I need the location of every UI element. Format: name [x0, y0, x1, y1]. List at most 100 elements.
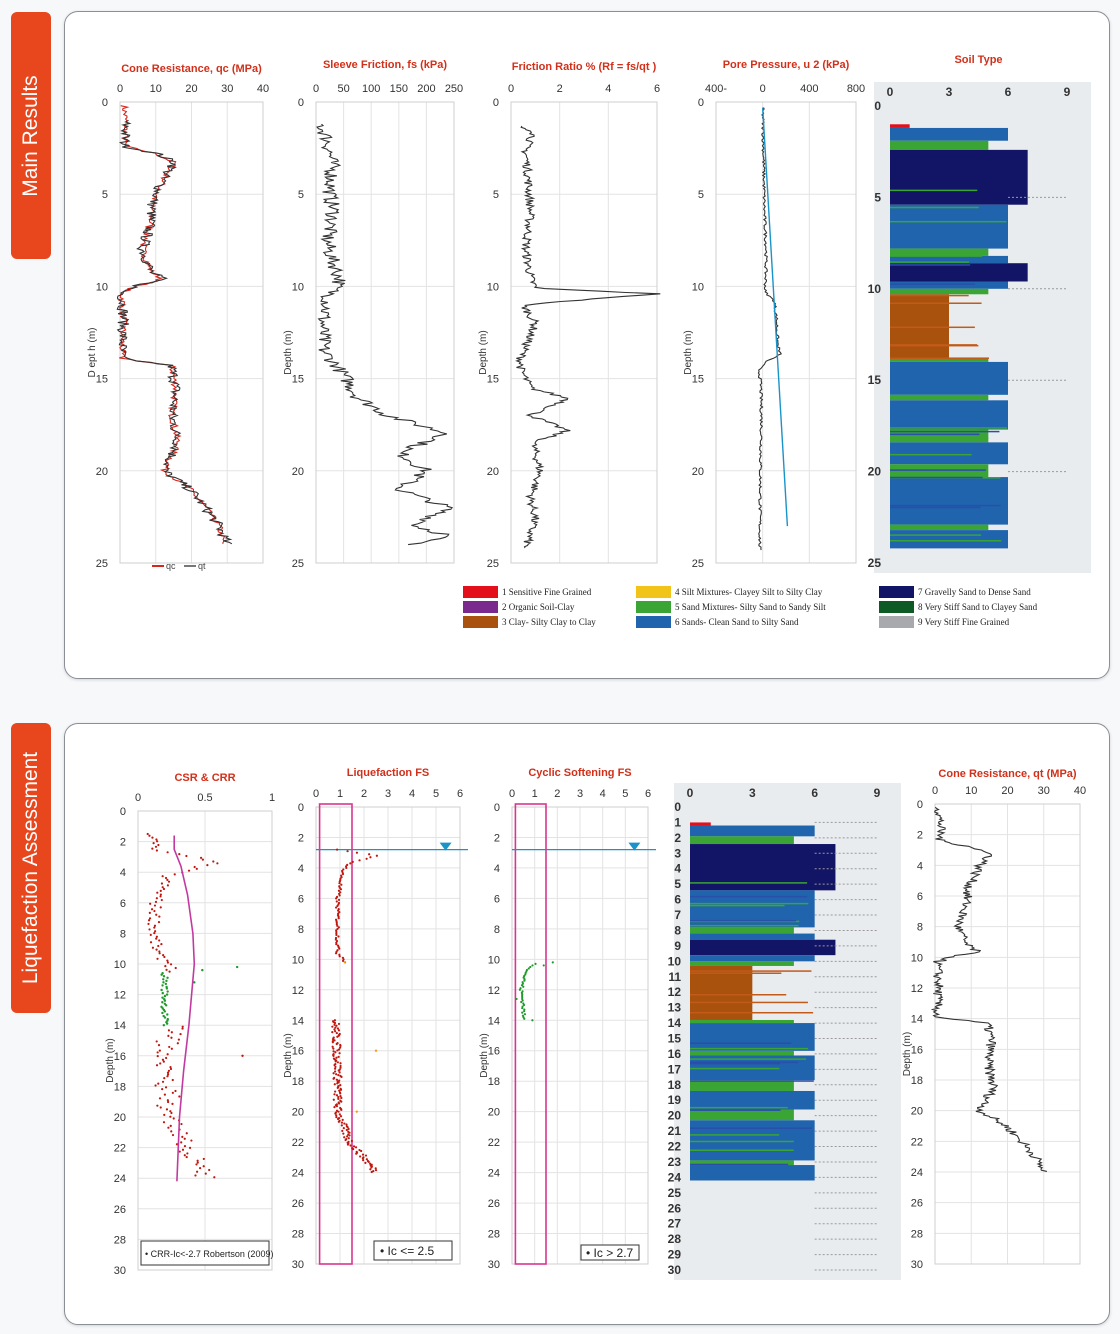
csr-outlier-point: [235, 965, 239, 969]
x-tick-label: 0: [932, 785, 938, 797]
fs-point: [367, 1160, 370, 1164]
fs-point: [370, 1166, 373, 1169]
csr-point: [170, 1036, 173, 1039]
csr-point: [169, 1066, 172, 1069]
fs-point: [346, 1126, 349, 1129]
csr-point: [176, 1042, 179, 1045]
fs-point: [343, 1136, 346, 1139]
series-rf-line: [515, 125, 661, 549]
fs-point: [337, 926, 340, 929]
fs-point: [334, 906, 338, 909]
legend-swatch-3: [463, 616, 498, 628]
y-tick-label: 15: [487, 374, 499, 386]
y-axis-label: Depth (m): [105, 1038, 116, 1082]
x-tick-label: 0: [135, 792, 141, 804]
csr-point: [159, 889, 162, 892]
csr-point: [181, 1148, 185, 1151]
csr-point: [190, 1139, 193, 1142]
y-tick-label: 28: [911, 1228, 923, 1240]
x-tick-label: 0: [509, 788, 515, 800]
csr-point: [154, 900, 158, 903]
soil-streak: [690, 919, 797, 922]
csr-point: [153, 924, 157, 927]
soil-streak: [690, 1058, 807, 1060]
csr-point: [161, 1088, 164, 1091]
plot-frame: [715, 101, 857, 564]
x-tick-label: 0: [117, 83, 123, 95]
soil-streak: [890, 504, 1001, 507]
y-tick-label: 16: [488, 1046, 500, 1058]
y-tick-label: 20: [292, 1107, 304, 1119]
soil-streak: [690, 924, 799, 927]
fs-point: [345, 866, 348, 870]
csr-point: [166, 1071, 170, 1074]
cyclic-fs-point: [515, 997, 518, 1001]
soil-layer-bar: [890, 477, 1008, 525]
fs-point: [335, 1073, 338, 1076]
x-tick-label: 3: [749, 786, 756, 800]
y-tick-label: 24: [488, 1168, 500, 1180]
x-tick-label: 0: [313, 788, 319, 800]
main-results-tab[interactable]: Main Results: [11, 12, 51, 259]
cyclic-fs-point: [523, 979, 526, 982]
soil-streak: [690, 1042, 792, 1044]
legend-swatch-2: [463, 601, 498, 613]
csr-point: [160, 898, 163, 902]
cyclic-fs-point: [522, 985, 525, 988]
y-tick-label: 12: [292, 985, 304, 997]
fs-point: [352, 1148, 355, 1151]
soil-streak: [690, 902, 809, 905]
csr-point: [170, 1047, 173, 1050]
x-tick-label: 40: [1074, 785, 1086, 797]
liquefaction-tab[interactable]: Liquefaction Assessment: [11, 723, 51, 1013]
legend-label-7: 7 Gravelly Sand to Dense Sand: [918, 587, 1031, 597]
series-qc-line: [117, 105, 226, 544]
y-tick-label: 22: [911, 1136, 923, 1148]
plot-frame: [137, 810, 273, 1271]
cyclic-fs-point: [521, 996, 524, 999]
soil-layer-bar: [690, 825, 815, 837]
fs-point: [332, 1050, 335, 1053]
y-tick-label: 20: [911, 1106, 923, 1118]
y-tick-label: 9: [674, 939, 681, 953]
csr-point: [156, 1051, 159, 1054]
y-tick-label: 12: [114, 990, 126, 1002]
csr-point: [167, 1069, 171, 1072]
fs-point: [339, 1044, 342, 1047]
fs-point: [347, 1127, 350, 1131]
y-tick-label: 10: [488, 954, 500, 966]
y-tick-label: 24: [668, 1170, 682, 1184]
csr-point: [187, 869, 191, 872]
csr-point: [168, 1045, 171, 1049]
crr-clay-point: [164, 1004, 168, 1007]
y-tick-label: 5: [874, 190, 881, 204]
fs-point: [335, 1078, 338, 1081]
csr-point: [167, 1034, 170, 1038]
fs-point: [335, 933, 338, 937]
fs-point: [335, 1114, 338, 1117]
csr-point: [193, 865, 196, 869]
csr-point: [180, 1141, 183, 1144]
y-tick-label: 0: [674, 800, 681, 814]
fs-point: [337, 1055, 340, 1058]
legend-qt-label: qt: [198, 561, 206, 571]
cyclic-fs-point: [523, 1010, 526, 1013]
y-tick-label: 0: [494, 802, 500, 814]
csr-point: [148, 928, 151, 931]
csr-point: [167, 880, 171, 883]
cyclic-fs-point: [534, 962, 537, 966]
fs-transition-point: [355, 1110, 358, 1113]
csr-point: [178, 1095, 181, 1098]
csr-point: [195, 1163, 198, 1166]
crr-clay-point: [163, 994, 167, 998]
soil-layer-bar: [890, 524, 989, 531]
csr-point: [165, 968, 168, 971]
fs-point: [336, 1027, 340, 1030]
soil-layer-bar: [690, 1050, 794, 1056]
fs-point: [334, 1030, 337, 1033]
y-tick-label: 6: [494, 893, 500, 905]
fs-point: [349, 862, 352, 865]
x-tick-label: 200: [417, 83, 435, 95]
csr-point: [194, 1174, 197, 1177]
